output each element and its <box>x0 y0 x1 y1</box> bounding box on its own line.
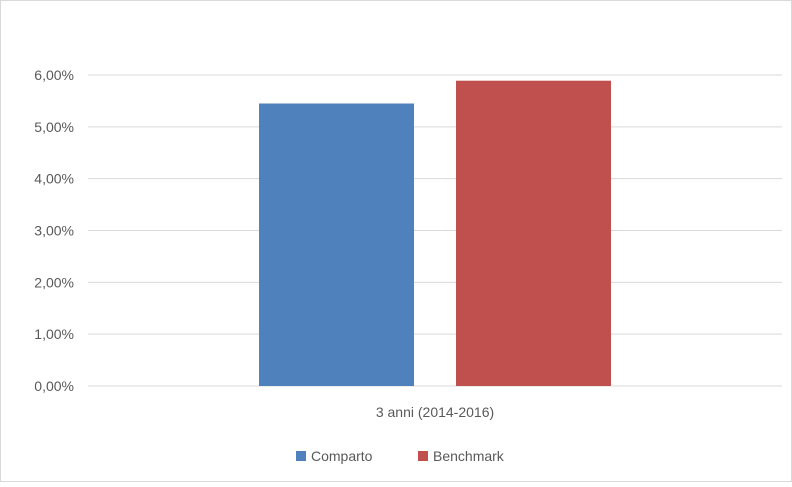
bar-comparto <box>259 103 414 386</box>
bar-benchmark <box>456 80 611 387</box>
y-tick-label: 4,00% <box>34 171 74 187</box>
y-tick-label: 1,00% <box>34 326 74 342</box>
legend: Comparto Benchmark <box>296 448 505 464</box>
legend-swatch-comparto <box>296 451 306 461</box>
gridlines <box>88 74 782 387</box>
y-axis-tick-labels: 0,00% 1,00% 2,00% 3,00% 4,00% 5,00% 6,00% <box>34 67 74 394</box>
y-tick-label: 3,00% <box>34 223 74 239</box>
y-tick-label: 0,00% <box>34 378 74 394</box>
x-axis-tick-labels: 3 anni (2014-2016) <box>376 404 494 420</box>
legend-label-comparto: Comparto <box>311 448 373 464</box>
legend-swatch-benchmark <box>418 451 428 461</box>
y-tick-label: 5,00% <box>34 119 74 135</box>
legend-label-benchmark: Benchmark <box>433 448 505 464</box>
x-tick-label: 3 anni (2014-2016) <box>376 404 494 420</box>
y-tick-label: 6,00% <box>34 67 74 83</box>
bars <box>259 80 611 387</box>
y-tick-label: 2,00% <box>34 274 74 290</box>
